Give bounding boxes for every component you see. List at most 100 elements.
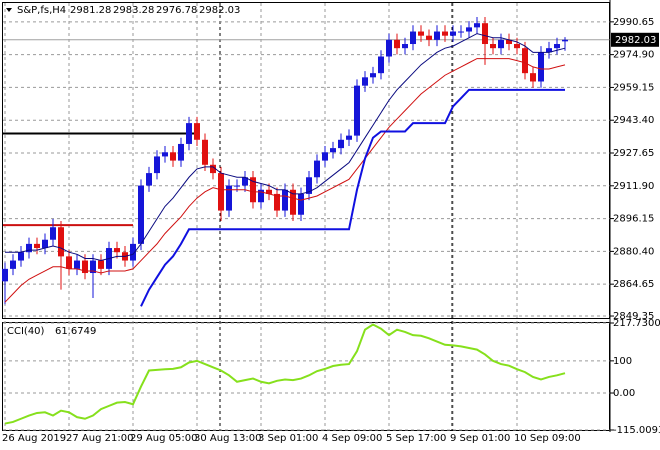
header-high: 2983.28 xyxy=(113,5,154,16)
candle-body xyxy=(434,31,440,40)
header-close: 2982.03 xyxy=(199,5,240,16)
candle-body xyxy=(538,52,544,82)
candle-body xyxy=(378,56,384,74)
indicator-line xyxy=(140,88,565,307)
candle-body xyxy=(114,248,120,253)
y-tick-label: 2959.15 xyxy=(613,82,654,93)
indicator-line xyxy=(4,58,566,303)
candle-body xyxy=(346,135,352,140)
candle-body xyxy=(546,48,552,53)
candle-body xyxy=(450,31,456,36)
x-tick-label: 30 Aug 13:00 xyxy=(194,433,261,444)
x-tick-label: 9 Sep 01:00 xyxy=(450,433,510,444)
candle-body xyxy=(482,23,488,45)
candle-body xyxy=(458,31,464,33)
candle-body xyxy=(186,123,192,144)
candle-body xyxy=(50,227,56,240)
cci-line xyxy=(4,323,566,425)
candle-body xyxy=(274,193,280,211)
candle-body xyxy=(474,23,480,28)
candle-body xyxy=(82,260,88,274)
candle-body xyxy=(354,85,360,136)
candle-body xyxy=(386,39,392,57)
y-tick-label: 217.7300 xyxy=(613,318,660,329)
candle-body xyxy=(530,73,536,82)
candle-body xyxy=(498,39,504,49)
x-tick-label: 3 Sep 01:00 xyxy=(258,433,318,444)
candle-body xyxy=(514,44,520,49)
candle-body xyxy=(394,39,400,49)
candle-body xyxy=(26,243,32,253)
candle-body xyxy=(490,44,496,49)
candle-body xyxy=(18,252,24,261)
candle-body xyxy=(42,239,48,249)
candle-body xyxy=(298,193,304,215)
candle-body xyxy=(314,160,320,178)
candle-body xyxy=(242,177,248,186)
y-tick-label: 2943.40 xyxy=(613,115,654,126)
candle-body xyxy=(10,260,16,269)
candle-body xyxy=(194,123,200,140)
candle-body xyxy=(370,73,376,78)
x-tick-label: 10 Sep 09:00 xyxy=(514,433,581,444)
x-tick-label: 4 Sep 09:00 xyxy=(322,433,382,444)
y-tick-label: 2880.40 xyxy=(613,246,654,257)
candle-body xyxy=(554,44,560,49)
candle-body xyxy=(66,256,72,269)
cci-title: CCI(40) xyxy=(7,326,45,337)
y-tick-label: 2849.35 xyxy=(613,311,654,322)
candle-body xyxy=(418,31,424,36)
candle-body xyxy=(250,177,256,203)
candle-body xyxy=(178,143,184,161)
candle-body xyxy=(154,156,160,174)
y-tick-label: 2911.90 xyxy=(613,181,654,192)
candle-body xyxy=(442,31,448,36)
candle-body xyxy=(226,185,232,211)
symbol-label: S&P,fs,H4 xyxy=(17,5,66,16)
candle-body xyxy=(162,152,168,157)
candle-body xyxy=(170,152,176,161)
candle-body xyxy=(138,185,144,244)
cci-value: 61.6749 xyxy=(55,326,96,337)
candle-body xyxy=(306,177,312,194)
y-tick-label: 2896.15 xyxy=(613,214,654,225)
candle-body xyxy=(322,152,328,161)
candle-body xyxy=(202,139,208,165)
header-low: 2976.78 xyxy=(156,5,197,16)
y-tick-label: 2974.90 xyxy=(613,50,654,61)
x-tick-label: 27 Aug 21:00 xyxy=(66,433,133,444)
candle-body xyxy=(58,227,64,257)
candle-body xyxy=(74,260,80,269)
candle-body xyxy=(426,35,432,40)
y-tick-label: 100 xyxy=(613,356,632,367)
candle-body xyxy=(258,189,264,203)
candle-body xyxy=(562,39,568,42)
candle-body xyxy=(130,243,136,261)
candle-body xyxy=(522,48,528,74)
indicator-line xyxy=(5,33,566,262)
y-tick-label: 2990.65 xyxy=(613,17,654,28)
candle-body xyxy=(234,185,240,187)
x-tick-label: 5 Sep 17:00 xyxy=(386,433,446,444)
candle-body xyxy=(90,260,96,274)
candle-body xyxy=(330,148,336,153)
current-price-label: 2982.03 xyxy=(615,35,656,46)
candle-body xyxy=(506,39,512,45)
candle-body xyxy=(402,44,408,49)
candle-body xyxy=(362,77,368,86)
y-tick-label: 0.00 xyxy=(613,388,635,399)
candle-body xyxy=(466,27,472,32)
candle-body xyxy=(410,31,416,45)
candle-body xyxy=(210,164,216,174)
candle-body xyxy=(266,189,272,194)
candle-body xyxy=(34,243,40,249)
candle-body xyxy=(98,260,104,269)
candle-body xyxy=(146,173,152,186)
y-tick-label: -115.0093 xyxy=(613,425,660,436)
candle-body xyxy=(290,189,296,215)
y-tick-label: 2927.65 xyxy=(613,148,654,159)
dropdown-icon[interactable] xyxy=(6,8,12,12)
candle-body xyxy=(2,268,8,282)
x-tick-label: 26 Aug 2019 xyxy=(2,433,66,444)
